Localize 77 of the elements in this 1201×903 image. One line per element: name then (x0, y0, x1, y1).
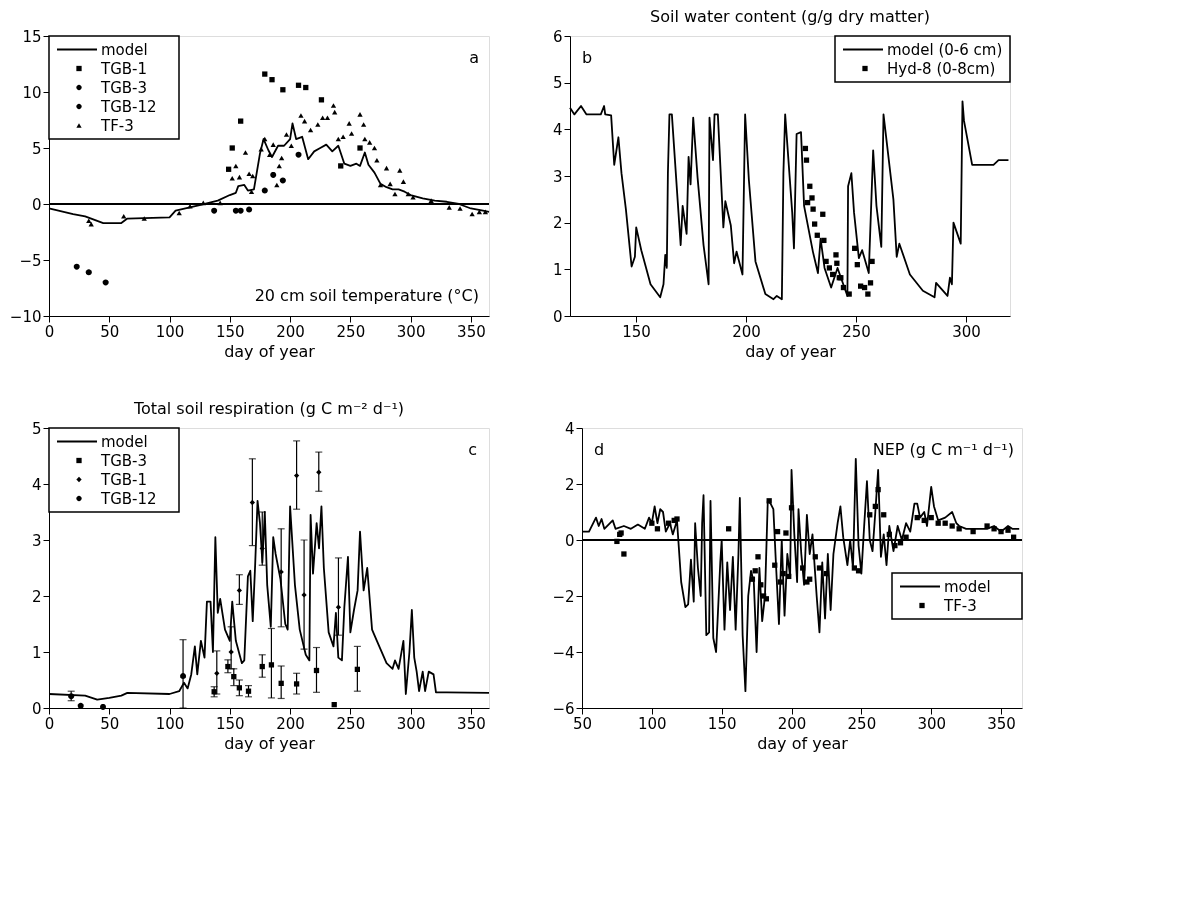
y-tick-label: 15 (22, 27, 42, 46)
y-tick-label: −6 (552, 699, 575, 718)
x-tick-label: 100 (155, 714, 185, 733)
annotation: b (582, 48, 593, 67)
legend-label: TF-3 (100, 116, 134, 135)
x-tick-label: 200 (732, 322, 761, 341)
x-tick-label: 50 (100, 322, 120, 341)
y-tick-label: −4 (552, 643, 575, 662)
x-tick-label: 300 (396, 322, 426, 341)
y-tick-label: 2 (31, 587, 42, 606)
legend-label: TGB-3 (100, 451, 148, 470)
legend-label: TF-3 (943, 596, 977, 615)
legend-label: Hyd-8 (0-8cm) (887, 59, 996, 78)
x-tick-label: 150 (622, 322, 651, 341)
legend-label: TGB-3 (100, 78, 148, 97)
x-tick-label: 200 (276, 714, 305, 733)
chart-title: Soil water content (g/g dry matter) (650, 7, 930, 26)
legend-label: TGB-1 (100, 59, 148, 78)
x-axis-title: day of year (757, 733, 849, 753)
y-tick-label: 10 (22, 83, 42, 102)
x-tick-label: 250 (336, 714, 366, 733)
legend-label: model (944, 577, 991, 596)
annotation: a (469, 48, 479, 67)
y-tick-label: 2 (552, 214, 563, 233)
legend-label: TGB-12 (100, 489, 157, 508)
annotation: c (468, 440, 477, 459)
x-tick-label: 300 (396, 714, 426, 733)
x-tick-label: 350 (457, 714, 486, 733)
y-tick-label: −2 (552, 587, 575, 606)
x-tick-label: 250 (847, 714, 877, 733)
x-tick-label: 350 (987, 714, 1016, 733)
y-tick-label: 5 (552, 74, 563, 93)
x-tick-label: 100 (155, 322, 185, 341)
x-tick-label: 150 (216, 322, 245, 341)
y-tick-label: 0 (552, 307, 563, 326)
y-tick-label: −10 (9, 307, 42, 326)
legend-label: model (0-6 cm) (887, 40, 1003, 59)
y-tick-label: 0 (31, 699, 42, 718)
x-axis-title: day of year (745, 341, 837, 361)
x-tick-label: 200 (777, 714, 807, 733)
legend-label: TGB-12 (100, 97, 157, 116)
y-tick-label: 5 (31, 419, 42, 438)
x-tick-label: 300 (952, 322, 981, 341)
x-tick-label: 350 (457, 322, 486, 341)
y-tick-label: 6 (552, 27, 563, 46)
x-tick-label: 250 (842, 322, 871, 341)
annotation: d (594, 440, 605, 459)
annotation: NEP (g C m⁻¹ d⁻¹) (872, 440, 1014, 459)
y-tick-label: 1 (552, 260, 563, 279)
x-tick-label: 150 (216, 714, 245, 733)
y-tick-label: 1 (31, 643, 42, 662)
x-tick-label: 150 (707, 714, 737, 733)
y-tick-label: 3 (552, 167, 563, 186)
x-tick-label: 300 (917, 714, 947, 733)
x-tick-label: 0 (44, 322, 55, 341)
y-tick-label: −5 (19, 251, 42, 270)
x-tick-label: 50 (100, 714, 120, 733)
y-tick-label: 0 (31, 195, 42, 214)
x-axis-title: day of year (224, 733, 316, 753)
y-tick-label: 3 (31, 531, 42, 550)
y-tick-label: 2 (564, 475, 575, 494)
legend-label: model (101, 432, 148, 451)
x-tick-label: 0 (44, 714, 55, 733)
chart-title: Total soil respiration (g C m⁻² d⁻¹) (132, 399, 405, 418)
x-tick-label: 50 (572, 714, 593, 733)
y-tick-label: 5 (31, 139, 42, 158)
y-tick-label: 4 (564, 419, 575, 438)
x-tick-label: 200 (276, 322, 305, 341)
legend-label: model (101, 40, 148, 59)
y-tick-label: 4 (31, 475, 42, 494)
x-axis-title: day of year (224, 341, 316, 361)
legend-label: TGB-1 (100, 470, 148, 489)
annotation: 20 cm soil temperature (°C) (254, 286, 479, 305)
y-tick-label: 4 (552, 120, 563, 139)
x-tick-label: 250 (336, 322, 366, 341)
y-tick-label: 0 (564, 531, 575, 550)
x-tick-label: 100 (638, 714, 667, 733)
